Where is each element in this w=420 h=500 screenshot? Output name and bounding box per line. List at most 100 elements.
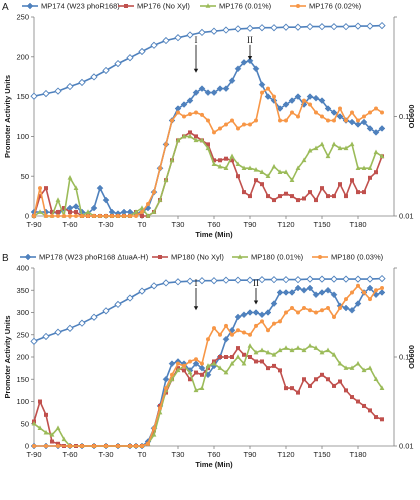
data-point bbox=[62, 214, 66, 218]
arrow-head bbox=[193, 306, 199, 311]
data-point bbox=[318, 289, 326, 296]
data-point bbox=[42, 89, 50, 98]
data-point bbox=[146, 441, 150, 446]
series-line bbox=[33, 345, 383, 447]
x-tick-label: T0 bbox=[138, 450, 147, 459]
y2-tick-label: 0.01 bbox=[399, 212, 414, 221]
data-point bbox=[326, 377, 330, 382]
data-point bbox=[90, 73, 98, 81]
data-point bbox=[337, 360, 343, 366]
data-point bbox=[193, 387, 199, 393]
data-point bbox=[332, 314, 336, 319]
data-point bbox=[224, 323, 228, 328]
data-point bbox=[272, 321, 276, 326]
data-point bbox=[296, 310, 300, 315]
y-tick-label: 50 bbox=[21, 172, 29, 181]
data-point bbox=[283, 345, 289, 350]
legend-label: MP174 (W23 phoR168) bbox=[41, 2, 120, 11]
series-line bbox=[33, 347, 383, 447]
data-point bbox=[259, 347, 265, 353]
data-point bbox=[188, 359, 192, 364]
data-point bbox=[192, 360, 200, 368]
data-point bbox=[80, 444, 84, 448]
data-point bbox=[110, 214, 114, 218]
data-point bbox=[330, 23, 338, 31]
data-point bbox=[344, 118, 348, 123]
data-point bbox=[38, 186, 42, 191]
data-point bbox=[290, 386, 294, 391]
panel-a: A MP174 (W23 phoR168) MP176 (No Xyl) MP176 … bbox=[2, 2, 416, 239]
data-point bbox=[258, 81, 266, 89]
x-tick-label: T90 bbox=[244, 450, 257, 459]
y-tick-label: 100 bbox=[16, 397, 29, 406]
data-point bbox=[218, 126, 222, 131]
data-point bbox=[217, 163, 223, 169]
data-point bbox=[302, 377, 306, 382]
data-point bbox=[139, 205, 145, 210]
x-tick-label: T-60 bbox=[62, 220, 77, 229]
data-point bbox=[187, 369, 193, 375]
x-tick-label: T120 bbox=[277, 220, 294, 229]
data-point bbox=[272, 198, 276, 203]
x-tick-label: T60 bbox=[208, 450, 221, 459]
data-point bbox=[92, 444, 96, 448]
data-point bbox=[319, 349, 325, 355]
data-point bbox=[254, 359, 258, 364]
data-point bbox=[350, 110, 354, 115]
data-point bbox=[314, 198, 318, 203]
data-point bbox=[68, 444, 72, 448]
data-point bbox=[224, 355, 228, 359]
data-point bbox=[234, 276, 242, 284]
data-point bbox=[102, 66, 110, 75]
data-point bbox=[98, 214, 102, 218]
data-point bbox=[282, 23, 290, 31]
series-1 bbox=[32, 346, 384, 448]
data-point bbox=[302, 98, 306, 103]
data-point bbox=[247, 343, 253, 348]
data-point bbox=[37, 209, 43, 214]
data-point bbox=[325, 347, 331, 353]
data-point bbox=[260, 319, 264, 324]
legend-label: MP180 (0.03%) bbox=[331, 253, 384, 262]
data-point bbox=[260, 359, 264, 364]
data-point bbox=[176, 361, 180, 366]
data-point bbox=[72, 203, 80, 210]
y-tick-label: 200 bbox=[16, 353, 29, 362]
data-point bbox=[308, 190, 312, 195]
data-point bbox=[211, 360, 217, 366]
data-point bbox=[187, 133, 193, 139]
data-point bbox=[330, 275, 338, 283]
legend-marker bbox=[124, 4, 128, 8]
data-point bbox=[73, 185, 79, 190]
data-point bbox=[158, 406, 162, 411]
series-line bbox=[34, 59, 383, 215]
y-tick-label: 100 bbox=[16, 132, 29, 141]
data-point bbox=[320, 186, 324, 191]
data-point bbox=[38, 399, 42, 404]
data-point bbox=[174, 34, 182, 42]
y2-axis-title: OD600 bbox=[407, 105, 416, 129]
data-point bbox=[78, 319, 86, 327]
data-point bbox=[319, 141, 325, 147]
data-point bbox=[182, 363, 186, 368]
data-point bbox=[230, 158, 234, 163]
data-point bbox=[266, 194, 270, 199]
data-point bbox=[254, 323, 258, 328]
data-point bbox=[222, 276, 230, 284]
data-point bbox=[378, 289, 386, 296]
data-point bbox=[324, 286, 332, 294]
data-point bbox=[44, 214, 48, 218]
data-point bbox=[32, 214, 36, 218]
data-point bbox=[116, 214, 120, 218]
data-point bbox=[276, 105, 284, 112]
data-point bbox=[198, 28, 206, 37]
data-point bbox=[168, 360, 176, 368]
data-point bbox=[372, 129, 380, 136]
panel-b: B MP178 (W23 phoR168 ΔtuaA-H) MP180 (No Xy… bbox=[2, 253, 416, 469]
data-point bbox=[295, 345, 301, 350]
data-point bbox=[140, 214, 144, 218]
y2-axis-title: OD600 bbox=[407, 345, 416, 369]
data-point bbox=[230, 332, 234, 337]
data-point bbox=[157, 197, 163, 202]
data-point bbox=[342, 304, 350, 312]
